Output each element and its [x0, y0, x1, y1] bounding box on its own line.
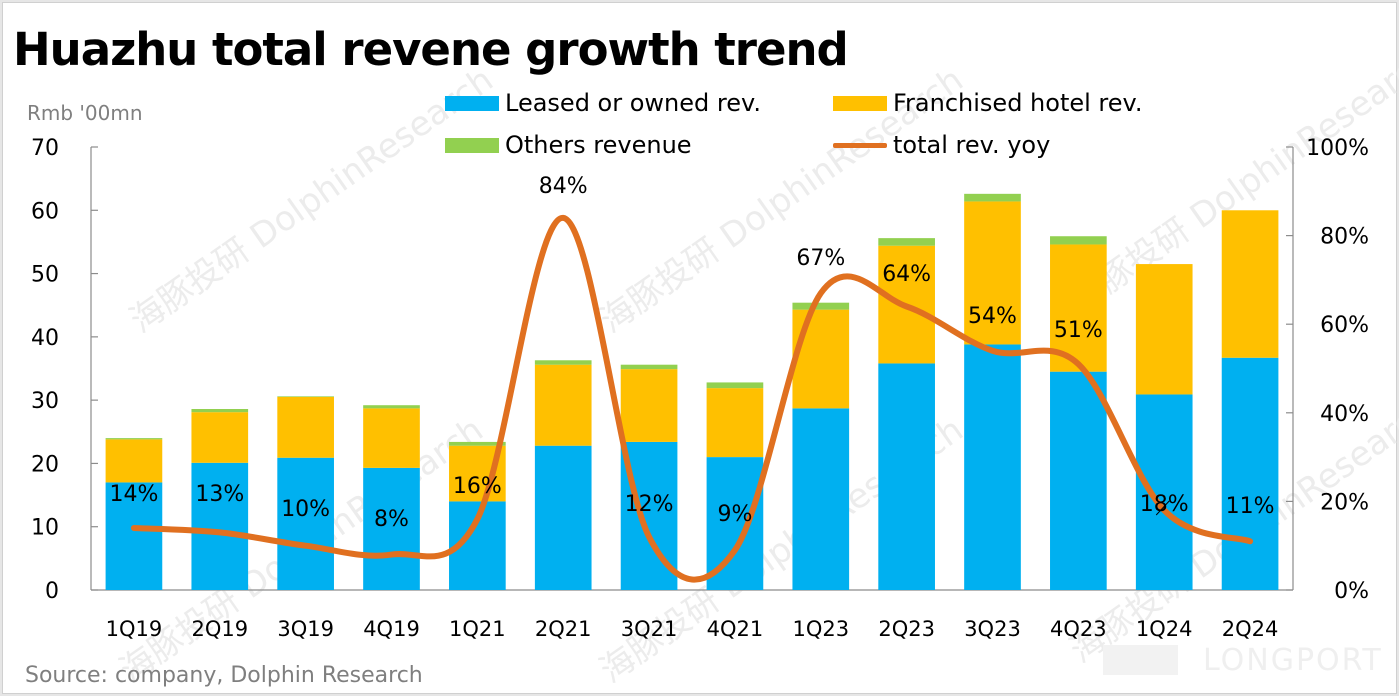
y-tick-label-left: 60 — [31, 199, 59, 224]
longport-watermark: LONGPORT — [1203, 643, 1383, 678]
x-tick-label: 2Q24 — [1222, 617, 1279, 641]
data-label-yoy: 18% — [1140, 492, 1189, 517]
bar-segment-franchised — [1135, 264, 1193, 395]
data-label-yoy: 67% — [796, 246, 845, 271]
bar-segment-franchised — [620, 369, 678, 442]
legend-item-others: Others revenue — [445, 131, 692, 159]
y-axis-unit-label: Rmb '00mn — [27, 101, 143, 125]
bar-segment-leased — [105, 482, 163, 590]
y-tick-label-right: 100% — [1306, 136, 1369, 161]
bar-segment-others — [706, 382, 764, 389]
y-tick-label-left: 40 — [31, 326, 59, 351]
yoy-line — [130, 214, 1254, 583]
source-note: Source: company, Dolphin Research — [25, 663, 423, 688]
bar-segment-franchised — [191, 412, 249, 463]
y-tick-label-left: 20 — [31, 452, 59, 477]
legend-label-franchised: Franchised hotel rev. — [893, 89, 1143, 117]
legend-swatch-others — [445, 137, 499, 153]
legend-line-yoy — [833, 142, 887, 148]
x-tick-label: 1Q23 — [792, 617, 849, 641]
bar-segment-leased — [534, 445, 592, 590]
y-tick-label-left: 30 — [31, 389, 59, 414]
x-tick-label: 4Q21 — [707, 617, 764, 641]
bar-segment-others — [363, 405, 420, 409]
chart-plot: 0 10 20 30 40 50 60 70 0% 20% 40% 60% 80% 100% 1Q19 2Q1… — [31, 136, 1369, 641]
x-tick-label: 2Q19 — [191, 617, 248, 641]
bar-segment-franchised — [534, 364, 592, 446]
bar-segment-others — [534, 360, 592, 365]
y-tick-label-left: 10 — [31, 516, 59, 541]
bar-segment-others — [449, 441, 506, 446]
legend-label-yoy: total rev. yoy — [893, 131, 1051, 159]
chart-title: Huazhu total revene growth trend — [13, 23, 849, 76]
data-label-yoy: 12% — [625, 492, 674, 517]
bar-segment-leased — [792, 408, 850, 590]
data-label-yoy: 11% — [1226, 494, 1275, 519]
bar-segment-leased — [363, 467, 420, 590]
data-label-yoy: 13% — [195, 482, 244, 507]
bar-segment-franchised — [105, 439, 163, 483]
longport-logo-icon — [1103, 645, 1178, 675]
bar-segment-franchised — [706, 388, 764, 458]
bar-segment-leased — [1221, 357, 1279, 590]
x-tick-label: 4Q23 — [1050, 617, 1107, 641]
bar-segment-others — [1050, 236, 1107, 245]
x-tick-label: 3Q23 — [964, 617, 1021, 641]
bar-segment-franchised — [363, 408, 420, 468]
bar-segment-leased — [964, 344, 1021, 590]
legend-swatch-leased — [445, 95, 499, 111]
bar-segment-franchised — [277, 396, 334, 458]
bar-segment-others — [792, 302, 850, 310]
data-label-yoy: 54% — [968, 304, 1017, 329]
x-tick-label: 1Q21 — [449, 617, 506, 641]
bar-segment-others — [191, 409, 249, 413]
bar-segment-leased — [1135, 394, 1193, 590]
x-tick-label: 2Q23 — [878, 617, 935, 641]
data-label-yoy: 51% — [1054, 318, 1103, 343]
bar-segment-franchised — [792, 309, 850, 409]
legend-item-yoy: total rev. yoy — [833, 131, 1050, 159]
y-tick-label-right: 40% — [1320, 402, 1369, 427]
y-tick-label-left: 0 — [45, 579, 59, 604]
data-label-yoy: 84% — [539, 174, 588, 199]
x-tick-label: 2Q21 — [535, 617, 592, 641]
y-tick-label-left: 70 — [31, 136, 59, 161]
data-label-yoy: 14% — [109, 482, 158, 507]
y-tick-label-right: 0% — [1334, 579, 1369, 604]
y-tick-label-right: 60% — [1320, 313, 1369, 338]
legend-label-leased: Leased or owned rev. — [505, 89, 761, 117]
legend-label-others: Others revenue — [505, 131, 692, 159]
bar-segment-franchised — [964, 201, 1021, 345]
legend-item-leased: Leased or owned rev. — [445, 89, 761, 117]
bar-segment-others — [105, 438, 163, 440]
bar-segment-others — [620, 364, 678, 370]
bar-segment-leased — [1050, 371, 1107, 590]
data-label-yoy: 10% — [281, 497, 330, 522]
x-tick-label: 1Q24 — [1136, 617, 1193, 641]
x-tick-label: 3Q19 — [277, 617, 334, 641]
data-label-yoy: 9% — [717, 502, 752, 527]
bar-segment-franchised — [1221, 210, 1279, 358]
x-tick-label: 4Q19 — [363, 617, 420, 641]
data-label-yoy: 16% — [453, 474, 502, 499]
bar-segment-others — [277, 396, 334, 397]
data-label-yoy: 8% — [374, 507, 409, 532]
legend-swatch-franchised — [833, 95, 887, 111]
y-tick-label-right: 20% — [1320, 490, 1369, 515]
data-label-leader-line — [1155, 500, 1170, 516]
bar-segment-others — [964, 193, 1021, 202]
y-tick-label-left: 50 — [31, 263, 59, 288]
bar-segment-leased — [191, 462, 249, 590]
x-tick-label: 3Q21 — [621, 617, 678, 641]
bar-segment-leased — [277, 457, 334, 590]
x-tick-label: 1Q19 — [106, 617, 163, 641]
legend-item-franchised: Franchised hotel rev. — [833, 89, 1143, 117]
y-tick-label-right: 80% — [1320, 225, 1369, 250]
bar-segment-leased — [878, 363, 935, 590]
bar-segment-others — [878, 238, 935, 246]
data-label-yoy: 64% — [882, 262, 931, 287]
